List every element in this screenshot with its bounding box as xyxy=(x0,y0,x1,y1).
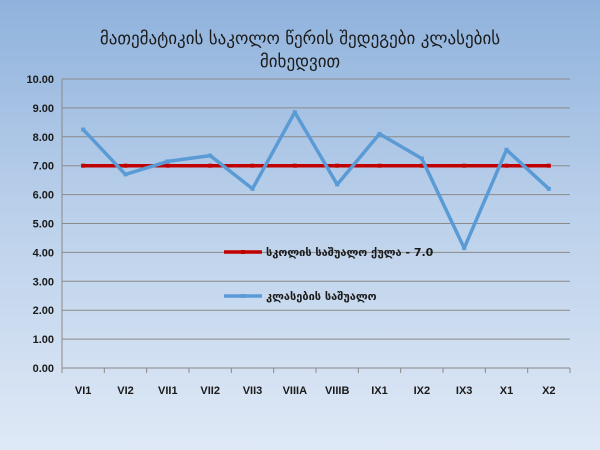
series-1-point xyxy=(250,163,255,168)
x-tick-label: VI2 xyxy=(117,385,134,397)
legend-label-2: კლასების საშუალო xyxy=(266,290,377,303)
x-tick-label: VII3 xyxy=(243,385,263,397)
y-tick-label: 0.00 xyxy=(33,363,54,375)
x-tick-label: X2 xyxy=(542,385,555,397)
series-2-point xyxy=(123,172,128,177)
series-2-point xyxy=(462,246,467,251)
y-tick-label: 5.00 xyxy=(33,219,54,231)
series-2-point xyxy=(335,182,340,187)
x-tick-label: VII2 xyxy=(200,385,220,397)
series-1-point xyxy=(208,163,213,168)
series-line-2 xyxy=(81,110,551,250)
y-tick-label: 6.00 xyxy=(33,190,54,202)
x-tick-label: VII1 xyxy=(158,385,178,397)
series-1-point xyxy=(81,163,86,168)
y-tick-label: 10.00 xyxy=(26,74,54,86)
series-1-point xyxy=(292,163,297,168)
series-2-point xyxy=(250,186,255,191)
series-1-point xyxy=(504,163,509,168)
legend-label-1: სკოლის საშუალო ქულა - 7.0 xyxy=(266,246,434,259)
series-1-point xyxy=(546,163,551,168)
legend-marker-2 xyxy=(241,294,245,298)
series-1-point xyxy=(165,163,170,168)
series-2-point xyxy=(292,110,297,115)
series-2-point xyxy=(377,131,382,136)
series-1-point xyxy=(335,163,340,168)
series-2-point xyxy=(504,147,509,152)
x-tick-label: IX3 xyxy=(456,385,473,397)
x-tick-label: VIIIB xyxy=(325,385,350,397)
series-2-point xyxy=(165,159,170,164)
y-tick-label: 3.00 xyxy=(33,276,54,288)
series-2-point xyxy=(546,186,551,191)
y-tick-label: 7.00 xyxy=(33,161,54,173)
series-layer xyxy=(81,110,551,251)
series-1-point xyxy=(419,163,424,168)
x-tick-label: X1 xyxy=(500,385,513,397)
x-tick-label: VIIIA xyxy=(283,385,308,397)
series-1-point xyxy=(462,163,467,168)
legend: სკოლის საშუალო ქულა - 7.0 კლასების საშუალ… xyxy=(224,246,434,303)
y-tick-label: 1.00 xyxy=(33,334,54,346)
y-tick-label: 8.00 xyxy=(33,132,54,144)
chart-title-line-1: მათემატიკის საკოლო წერის შედეგები კლასებ… xyxy=(100,29,500,49)
x-tick-label: IX1 xyxy=(371,385,388,397)
axes: 0.00 1.00 2.00 3.00 4.00 5.00 6.00 7.00 8.00 9.00… xyxy=(26,74,571,397)
series-2-point xyxy=(419,156,424,161)
y-tick-label: 2.00 xyxy=(33,305,54,317)
series-2-point xyxy=(81,127,86,132)
y-tick-label: 4.00 xyxy=(33,247,54,259)
series-2-point xyxy=(208,153,213,158)
x-tick-label: VI1 xyxy=(75,385,92,397)
legend-marker-1 xyxy=(241,250,245,254)
series-1-point xyxy=(123,163,128,168)
series-1-point xyxy=(377,163,382,168)
y-tick-label: 9.00 xyxy=(33,103,54,115)
chart-title-line-2: მიხედვით xyxy=(260,52,340,72)
x-tick-label: IX2 xyxy=(414,385,431,397)
